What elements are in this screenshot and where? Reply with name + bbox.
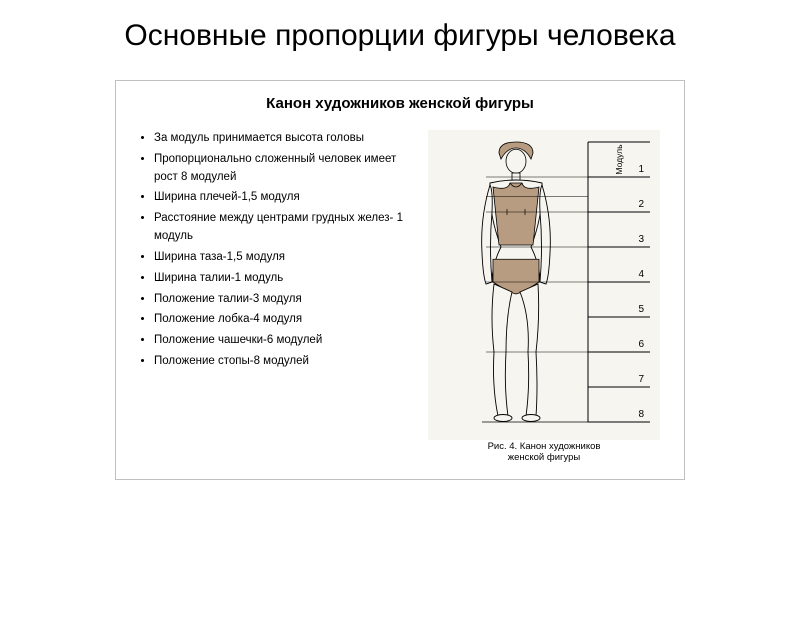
figure-caption: Рис. 4. Канон художников женской фигуры bbox=[488, 442, 601, 464]
caption-line: Рис. 4. Канон художников bbox=[488, 441, 601, 452]
list-item: Ширина таза-1,5 модуля bbox=[154, 249, 412, 267]
svg-text:2: 2 bbox=[638, 199, 644, 210]
figure-diagram: 1 2 3 4 5 6 7 8 Модуль bbox=[428, 130, 660, 440]
content-columns: За модуль принимается высота головы Проп… bbox=[132, 130, 668, 464]
svg-text:7: 7 bbox=[638, 374, 644, 385]
list-item: Расстояние между центрами грудных желез-… bbox=[154, 210, 412, 246]
svg-text:3: 3 bbox=[638, 234, 644, 245]
list-item: Положение стопы-8 модулей bbox=[154, 353, 412, 371]
list-item: Ширина плечей-1,5 модуля bbox=[154, 189, 412, 207]
bullet-list: За модуль принимается высота головы Проп… bbox=[132, 130, 412, 374]
list-item: Ширина талии-1 модуль bbox=[154, 270, 412, 288]
list-item: Пропорционально сложенный человек имеет … bbox=[154, 151, 412, 187]
svg-text:8: 8 bbox=[638, 409, 644, 420]
svg-text:4: 4 bbox=[638, 269, 644, 280]
list-item: За модуль принимается высота головы bbox=[154, 130, 412, 148]
list-item: Положение чашечки-6 модулей bbox=[154, 332, 412, 350]
svg-text:Модуль: Модуль bbox=[614, 144, 624, 175]
content-box: Канон художников женской фигуры За модул… bbox=[115, 80, 685, 480]
svg-text:6: 6 bbox=[638, 339, 644, 350]
list-item: Положение талии-3 модуля bbox=[154, 291, 412, 309]
svg-text:5: 5 bbox=[638, 304, 644, 315]
svg-text:1: 1 bbox=[638, 164, 644, 175]
caption-line: женской фигуры bbox=[508, 452, 580, 463]
page-title: Основные пропорции фигуры человека bbox=[0, 18, 800, 54]
list-item: Положение лобка-4 модуля bbox=[154, 311, 412, 329]
subtitle: Канон художников женской фигуры bbox=[132, 95, 668, 112]
figure-wrap: 1 2 3 4 5 6 7 8 Модуль Рис. 4. Канон художников … bbox=[420, 130, 668, 464]
